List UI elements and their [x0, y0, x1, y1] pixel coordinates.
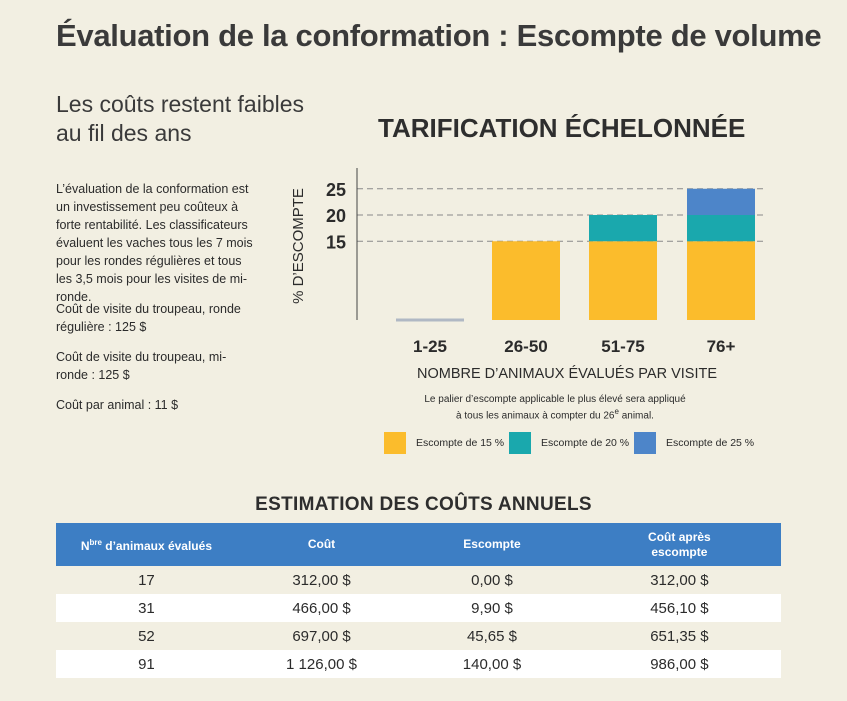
bar-segment-76+-series-0 — [687, 241, 755, 320]
legend-label-15: Escompte de 15 % — [416, 437, 505, 449]
tier-note: Le palier d’escompte applicable le plus … — [420, 394, 690, 422]
bar-segment-51-75-series-0 — [589, 241, 657, 320]
table-row: 31 466,00 $ 9,90 $ 456,10 $ — [56, 594, 781, 622]
y-tick-label-25: 25 — [326, 180, 346, 200]
legend-item-15: Escompte de 15 % — [384, 432, 504, 454]
y-tick-label-15: 15 — [326, 232, 346, 252]
bar-segment-26-50-series-0 — [492, 241, 560, 320]
cell-cost-after: 986,00 $ — [577, 650, 781, 678]
cell-cost-after: 651,35 $ — [577, 622, 781, 650]
x-tick-label-1-25: 1-25 — [413, 337, 447, 356]
cell-cost-after: 312,00 $ — [577, 566, 781, 594]
x-tick-label-51-75: 51-75 — [601, 337, 644, 356]
cell-cost: 466,00 $ — [236, 594, 407, 622]
y-axis-label: % D’ESCOMPTE — [290, 188, 307, 304]
cell-discount: 140,00 $ — [406, 650, 578, 678]
table-row: 17 312,00 $ 0,00 $ 312,00 $ — [56, 566, 781, 594]
table-row: 52 697,00 $ 45,65 $ 651,35 $ — [56, 622, 781, 650]
bar-segment-51-75-series-1 — [589, 215, 657, 242]
bar-zero-marker — [396, 318, 464, 322]
intro-paragraph: L’évaluation de la conformation est un i… — [56, 182, 253, 304]
tiered-pricing-chart: 15 20 25 1-25 26-50 51-75 76+ % D’ESCOMPTE NO… — [290, 168, 765, 382]
y-tick-label-20: 20 — [326, 206, 346, 226]
x-axis-label: NOMBRE D’ANIMAUX ÉVALUÉS PAR VISITE — [417, 365, 717, 382]
cell-discount: 9,90 $ — [406, 594, 578, 622]
regular-visit-cost: Coût de visite du troupeau, ronde réguli… — [56, 302, 241, 334]
legend-label-25: Escompte de 25 % — [666, 437, 755, 449]
legend-swatch-25 — [634, 432, 656, 454]
cell-animal-count: 31 — [56, 594, 237, 622]
cell-animal-count: 52 — [56, 622, 237, 650]
legend-label-20: Escompte de 20 % — [541, 437, 630, 449]
cell-cost: 697,00 $ — [236, 622, 407, 650]
header-discount: Escompte — [406, 523, 578, 566]
annual-cost-table: Nbre d’animaux évalués Coût Escompte Coû… — [56, 523, 781, 678]
cell-discount: 0,00 $ — [406, 566, 578, 594]
legend-item-25: Escompte de 25 % — [634, 432, 754, 454]
header-cost: Coût — [236, 523, 407, 566]
table-row: 91 1 126,00 $ 140,00 $ 986,00 $ — [56, 650, 781, 678]
table-header-row: Nbre d’animaux évalués Coût Escompte Coû… — [56, 523, 781, 566]
x-tick-label-26-50: 26-50 — [504, 337, 547, 356]
per-animal-cost: Coût par animal : 11 $ — [56, 398, 179, 412]
cell-cost: 1 126,00 $ — [236, 650, 407, 678]
page-title: Évaluation de la conformation : Escompte… — [56, 18, 822, 53]
table-title: ESTIMATION DES COÛTS ANNUELS — [255, 494, 592, 515]
legend-swatch-15 — [384, 432, 406, 454]
chart-title: TARIFICATION ÉCHELONNÉE — [378, 113, 746, 143]
subtitle: Les coûts restent faibles au fil des ans — [56, 91, 305, 146]
x-tick-label-76+: 76+ — [707, 337, 736, 356]
cell-animal-count: 91 — [56, 650, 237, 678]
tier-note-line1: Le palier d’escompte applicable le plus … — [424, 394, 686, 405]
cell-cost: 312,00 $ — [236, 566, 407, 594]
header-cost-after-discount: Coût après escompte — [577, 523, 781, 566]
bar-segment-76+-series-1 — [687, 215, 755, 242]
tier-note-line2: à tous les animaux à compter du 26e anim… — [456, 407, 654, 422]
header-animal-count: Nbre d’animaux évalués — [56, 523, 237, 566]
mid-visit-cost: Coût de visite du troupeau, mi-ronde : 1… — [56, 350, 227, 382]
cell-animal-count: 17 — [56, 566, 237, 594]
cell-cost-after: 456,10 $ — [577, 594, 781, 622]
chart-legend: Escompte de 15 % Escompte de 20 % Escomp… — [384, 432, 764, 458]
legend-swatch-20 — [509, 432, 531, 454]
legend-item-20: Escompte de 20 % — [509, 432, 629, 454]
cell-discount: 45,65 $ — [406, 622, 578, 650]
bar-segment-76+-series-2 — [687, 188, 755, 215]
